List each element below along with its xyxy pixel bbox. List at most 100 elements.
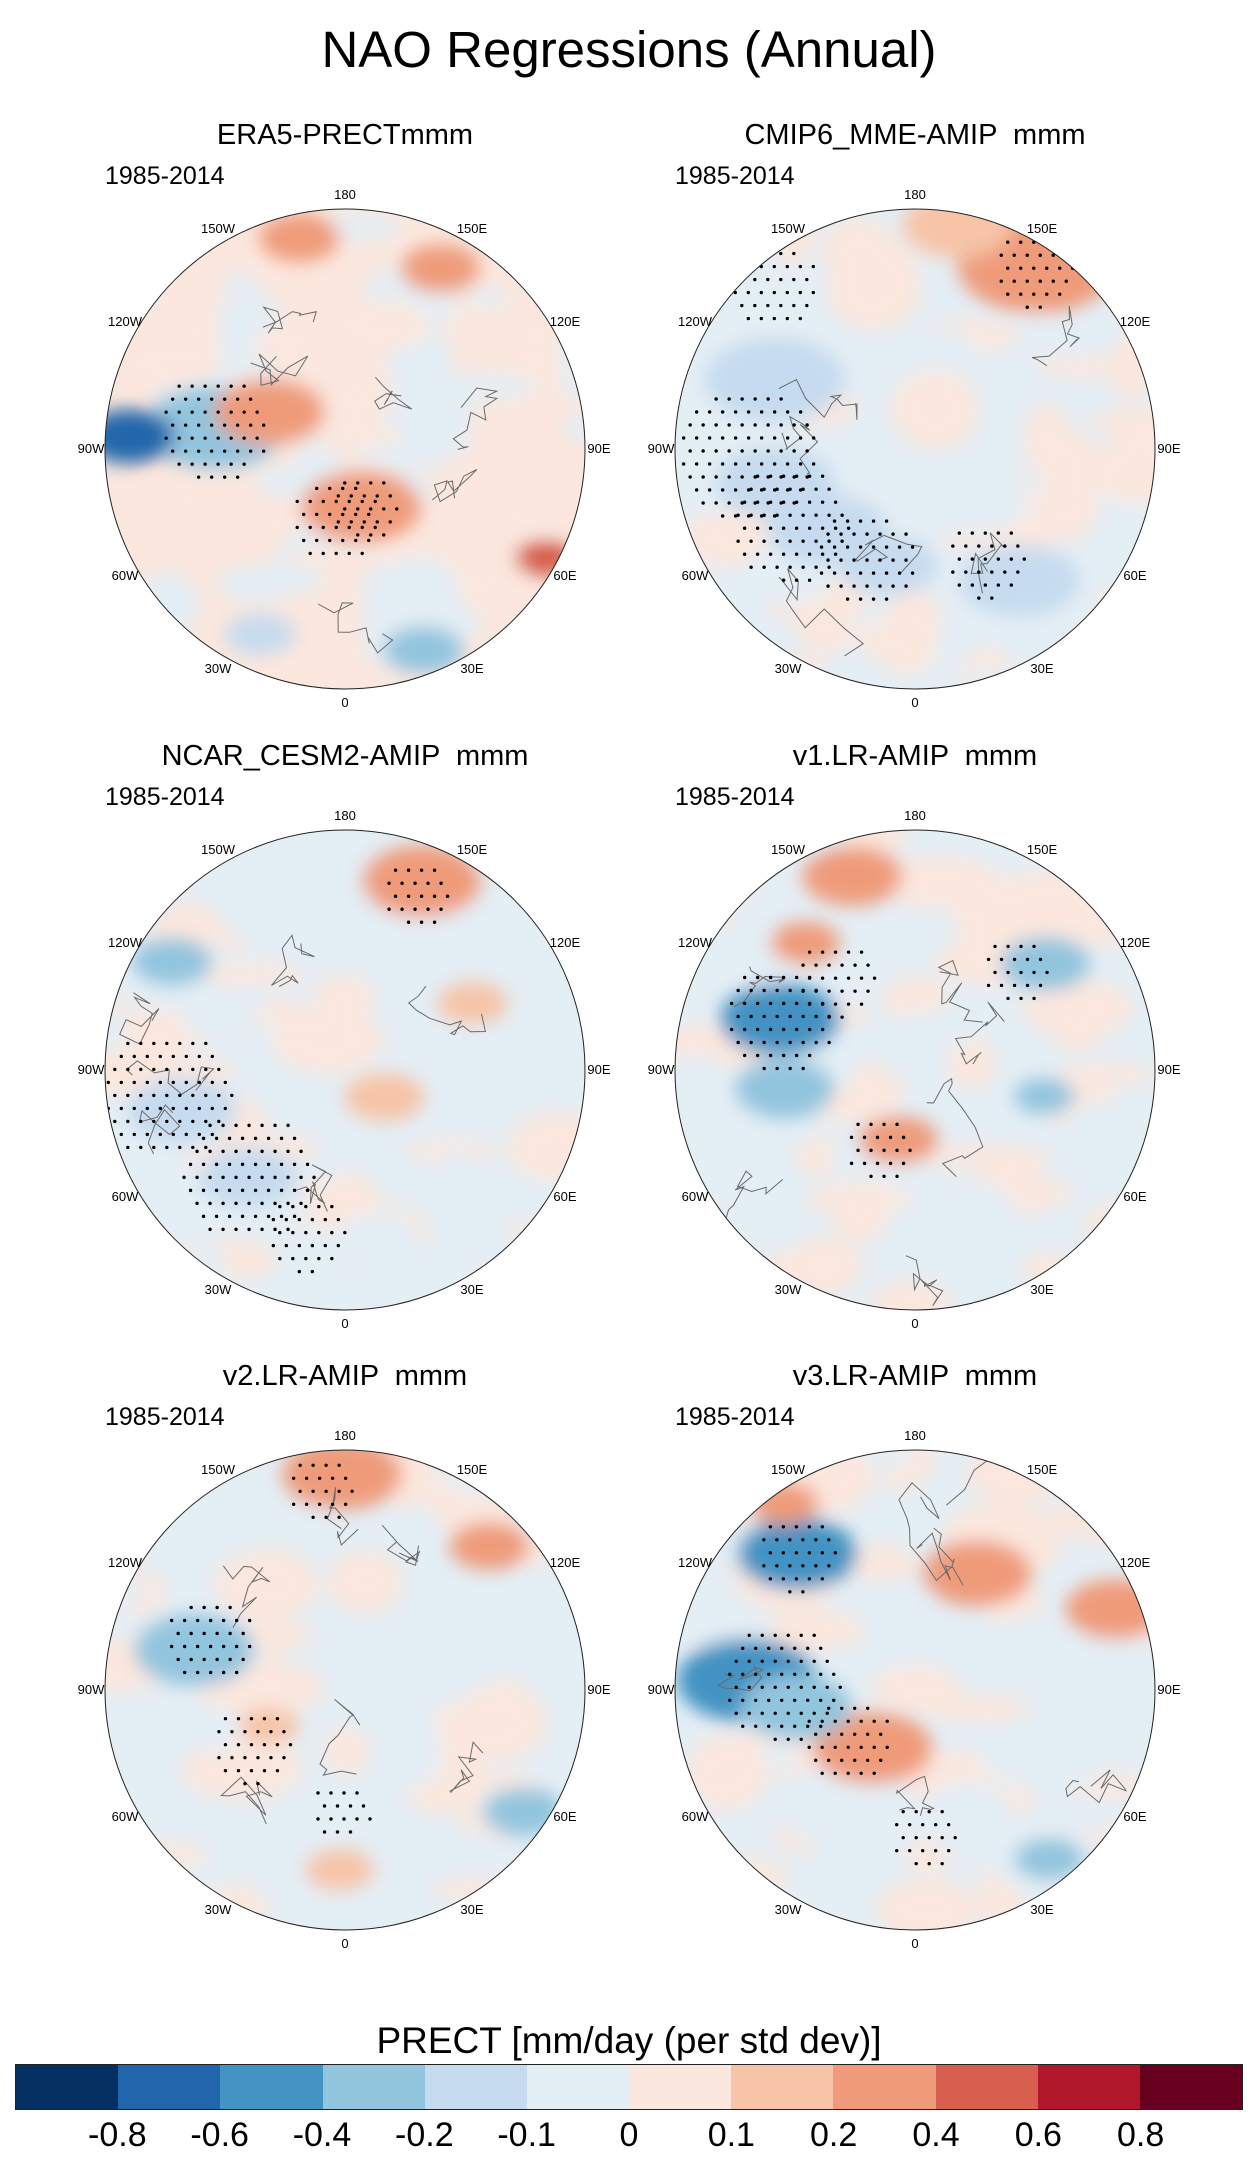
significance-dot [768, 1001, 773, 1006]
significance-dot [853, 963, 857, 967]
significance-dot [733, 436, 738, 440]
significance-dot [853, 989, 857, 993]
significance-dot [260, 1123, 264, 1128]
significance-dot [132, 1080, 137, 1085]
significance-dot [845, 519, 850, 523]
panel-years-era5: 1985-2014 [105, 162, 225, 190]
significance-dot [794, 552, 799, 556]
anomaly-texture [452, 1684, 548, 1761]
anomaly-region [802, 845, 903, 906]
significance-dot [694, 436, 699, 440]
significance-dot [749, 487, 753, 491]
significance-dot [158, 1080, 163, 1085]
significance-dot [807, 1525, 812, 1529]
significance-dot [321, 499, 325, 504]
significance-dot [177, 462, 181, 466]
significance-dot [393, 894, 398, 898]
significance-dot [165, 1067, 169, 1072]
significance-dot [852, 584, 856, 588]
significance-dot [798, 290, 803, 295]
significance-dot [827, 1564, 831, 1568]
significance-dot [865, 584, 869, 588]
significance-dot [235, 397, 240, 401]
significance-dot [1025, 305, 1029, 309]
significance-dot [762, 513, 766, 517]
significance-dot [819, 1646, 823, 1650]
significance-dot [788, 988, 792, 993]
significance-dot [330, 1204, 334, 1209]
longitude-label: 150W [201, 1462, 235, 1478]
significance-dot [742, 500, 747, 504]
significance-dot [999, 957, 1004, 962]
longitude-label: 90E [1157, 1682, 1181, 1697]
significance-dot [767, 1724, 771, 1728]
significance-dot [195, 1670, 200, 1675]
significance-dot [202, 1657, 206, 1662]
significance-dot [788, 539, 792, 543]
significance-dot [1006, 970, 1010, 975]
colorbar-tick-label: 0.4 [912, 2116, 960, 2154]
significance-dot [1064, 253, 1068, 257]
significance-dot [820, 1551, 825, 1555]
significance-dot [775, 565, 779, 569]
significance-dot [240, 1136, 245, 1141]
longitude-label: 150E [1026, 842, 1058, 858]
anomaly-texture [327, 1550, 404, 1614]
significance-dot [840, 1758, 844, 1762]
significance-dot [234, 1670, 239, 1675]
significance-dot [302, 538, 306, 543]
significance-dot [755, 975, 760, 980]
anomaly-region [770, 921, 841, 964]
significance-dot [734, 1711, 738, 1715]
map-border [104, 1449, 586, 1931]
significance-dot [236, 1716, 241, 1721]
significance-dot [375, 494, 379, 498]
significance-dot [801, 1564, 805, 1568]
significance-dot [904, 532, 908, 536]
significance-dot [807, 1551, 812, 1555]
significance-dot [197, 1132, 202, 1137]
significance-dot [820, 950, 825, 954]
significance-dot [275, 1742, 280, 1747]
significance-dot [801, 1014, 805, 1019]
significance-dot [286, 1175, 290, 1180]
significance-dot [204, 1145, 208, 1150]
longitude-label: 120W [108, 935, 142, 950]
significance-dot [908, 1148, 912, 1153]
significance-dot [247, 1123, 251, 1128]
significance-dot [907, 1822, 912, 1827]
anomaly-texture [1093, 216, 1155, 253]
colorbar-segment [833, 2065, 936, 2109]
significance-dot [209, 475, 214, 479]
significance-dot [819, 571, 824, 575]
significance-dot [762, 565, 766, 569]
significance-dot [820, 1745, 824, 1749]
significance-dot [292, 1162, 297, 1167]
coastline [220, 1487, 484, 1825]
significance-dot [970, 583, 975, 587]
anomaly-region [259, 213, 340, 262]
significance-dot [820, 1525, 825, 1529]
significance-dot [234, 1175, 238, 1180]
anomaly-texture [442, 1045, 519, 1121]
significance-dot [215, 1605, 219, 1610]
significance-dot [814, 1732, 818, 1736]
significance-dot [330, 1256, 334, 1261]
significance-dot [355, 1817, 359, 1821]
significance-dot [766, 303, 770, 308]
significance-dot [324, 1463, 328, 1467]
significance-dot [871, 545, 876, 549]
significance-dot [249, 1768, 254, 1773]
colorbar-tick-label: -0.6 [190, 2116, 249, 2154]
significance-dot [1012, 957, 1017, 962]
colorbar-tick-label: 0 [619, 2116, 639, 2154]
significance-dot [977, 544, 981, 548]
significance-dot [214, 1214, 219, 1219]
significance-dot [1009, 531, 1014, 535]
significance-dot [720, 488, 725, 492]
significance-dot [210, 1106, 215, 1111]
anomaly-texture [504, 338, 564, 410]
significance-dot [801, 1590, 805, 1594]
significance-dot [1032, 996, 1036, 1001]
longitude-label: 150W [201, 221, 235, 237]
